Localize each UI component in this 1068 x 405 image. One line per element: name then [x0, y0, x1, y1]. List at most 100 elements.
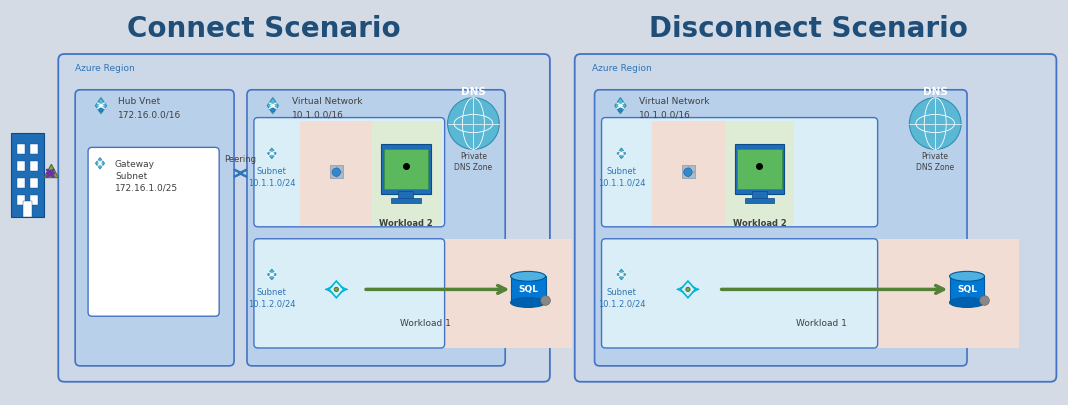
FancyBboxPatch shape	[575, 55, 1056, 382]
Bar	[17, 178, 26, 188]
FancyBboxPatch shape	[59, 55, 550, 382]
Polygon shape	[268, 149, 276, 159]
Circle shape	[99, 109, 103, 113]
Bar	[17, 195, 26, 205]
Ellipse shape	[511, 298, 546, 308]
FancyBboxPatch shape	[254, 239, 444, 348]
Bar	[689, 166, 695, 172]
Text: 172.16.1.0/25: 172.16.1.0/25	[115, 183, 178, 192]
Bar	[391, 198, 421, 203]
Text: Workload 2: Workload 2	[733, 219, 786, 228]
Bar	[30, 162, 38, 172]
Ellipse shape	[949, 298, 985, 308]
Text: DNS: DNS	[923, 87, 947, 96]
Text: 10.1.2.0/24: 10.1.2.0/24	[598, 299, 645, 308]
Circle shape	[332, 168, 341, 177]
Bar	[11, 134, 45, 218]
Text: 10.1.0.0/16: 10.1.0.0/16	[640, 110, 691, 119]
Bar	[681, 166, 688, 172]
Text: Azure Region: Azure Region	[592, 64, 651, 73]
Text: Subnet: Subnet	[257, 166, 286, 175]
Text: Private: Private	[922, 151, 948, 160]
Text: Virtual Network: Virtual Network	[640, 97, 710, 106]
Polygon shape	[95, 158, 105, 170]
FancyBboxPatch shape	[75, 91, 234, 366]
Bar	[17, 145, 26, 155]
Text: Virtual Network: Virtual Network	[292, 97, 362, 106]
FancyBboxPatch shape	[949, 277, 985, 303]
Ellipse shape	[511, 272, 546, 281]
Polygon shape	[267, 98, 279, 115]
Polygon shape	[44, 165, 59, 178]
Text: SQL: SQL	[957, 284, 977, 293]
Bar	[381, 145, 430, 194]
Circle shape	[979, 296, 989, 306]
Bar	[17, 162, 26, 172]
Circle shape	[910, 98, 961, 150]
Bar	[330, 173, 336, 179]
Text: Workload 1: Workload 1	[796, 318, 847, 327]
FancyBboxPatch shape	[88, 148, 219, 316]
Circle shape	[686, 288, 690, 292]
Text: 172.16.0.0/16: 172.16.0.0/16	[117, 110, 182, 119]
Bar	[330, 166, 336, 172]
Polygon shape	[95, 98, 107, 115]
Text: Hub Vnet: Hub Vnet	[117, 97, 160, 106]
FancyBboxPatch shape	[254, 118, 444, 227]
Polygon shape	[617, 270, 626, 280]
Bar	[30, 178, 38, 188]
Circle shape	[271, 109, 274, 113]
Text: Workload 1: Workload 1	[400, 318, 451, 327]
FancyBboxPatch shape	[601, 118, 878, 227]
Circle shape	[618, 109, 623, 113]
Bar	[30, 145, 38, 155]
Text: Gateway: Gateway	[115, 160, 155, 168]
Text: Private: Private	[460, 151, 487, 160]
Bar	[737, 150, 782, 190]
Bar	[30, 195, 38, 205]
Bar	[752, 191, 767, 200]
Ellipse shape	[949, 272, 985, 281]
Text: 10.1.0.0/16: 10.1.0.0/16	[292, 110, 344, 119]
Bar	[689, 173, 695, 179]
Bar	[398, 191, 413, 200]
Bar	[337, 166, 343, 172]
Bar	[23, 201, 32, 218]
Text: Subnet: Subnet	[115, 171, 147, 180]
Circle shape	[684, 168, 692, 177]
Text: 10.1.1.0/24: 10.1.1.0/24	[248, 178, 296, 187]
Text: 10.1.1.0/24: 10.1.1.0/24	[598, 178, 645, 187]
Bar	[254, 239, 571, 348]
Circle shape	[540, 296, 550, 306]
Text: Subnet: Subnet	[607, 287, 637, 296]
Text: Peering: Peering	[224, 154, 256, 163]
Bar	[681, 173, 688, 179]
Text: Azure Region: Azure Region	[75, 64, 135, 73]
FancyBboxPatch shape	[601, 239, 878, 348]
Text: SQL: SQL	[518, 284, 538, 293]
FancyBboxPatch shape	[595, 91, 967, 366]
Bar	[744, 198, 774, 203]
Circle shape	[447, 98, 499, 150]
Polygon shape	[617, 149, 626, 159]
Bar	[300, 121, 372, 225]
Text: DNS: DNS	[461, 87, 486, 96]
Text: Connect Scenario: Connect Scenario	[127, 15, 400, 43]
Text: Disconnect Scenario: Disconnect Scenario	[648, 15, 968, 43]
Text: DNS Zone: DNS Zone	[916, 162, 955, 171]
Text: DNS Zone: DNS Zone	[454, 162, 492, 171]
Polygon shape	[268, 270, 276, 280]
Bar	[725, 121, 795, 225]
Polygon shape	[615, 98, 626, 115]
Text: 10.1.2.0/24: 10.1.2.0/24	[248, 299, 296, 308]
Circle shape	[334, 288, 339, 292]
Bar	[383, 150, 428, 190]
Bar	[601, 239, 1019, 348]
Bar	[735, 145, 784, 194]
FancyBboxPatch shape	[511, 277, 546, 303]
Bar	[337, 173, 343, 179]
FancyBboxPatch shape	[247, 91, 505, 366]
Text: Subnet: Subnet	[257, 287, 286, 296]
Text: Subnet: Subnet	[607, 166, 637, 175]
Text: Workload 2: Workload 2	[379, 219, 433, 228]
